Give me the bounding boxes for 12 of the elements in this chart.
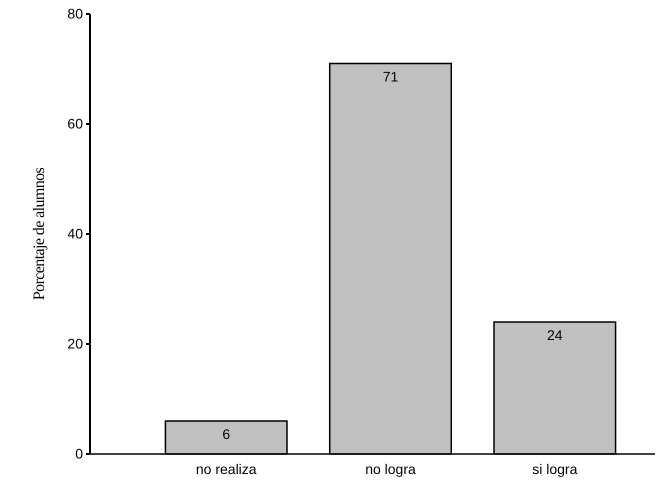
y-tick-label: 60 bbox=[67, 115, 84, 132]
y-tick-label: 80 bbox=[67, 5, 84, 22]
data-label: 24 bbox=[546, 327, 563, 343]
y-axis-title: Porcentaje de alumnos bbox=[31, 168, 48, 300]
y-tick-label: 40 bbox=[67, 225, 84, 242]
data-label: 6 bbox=[222, 426, 230, 442]
y-tick-label: 20 bbox=[67, 335, 84, 352]
x-tick-label: si logra bbox=[532, 460, 578, 477]
x-tick-label: no realiza bbox=[196, 460, 257, 477]
y-tick-label: 0 bbox=[75, 445, 84, 462]
x-tick-label: no logra bbox=[365, 460, 416, 477]
data-label: 71 bbox=[382, 68, 398, 84]
